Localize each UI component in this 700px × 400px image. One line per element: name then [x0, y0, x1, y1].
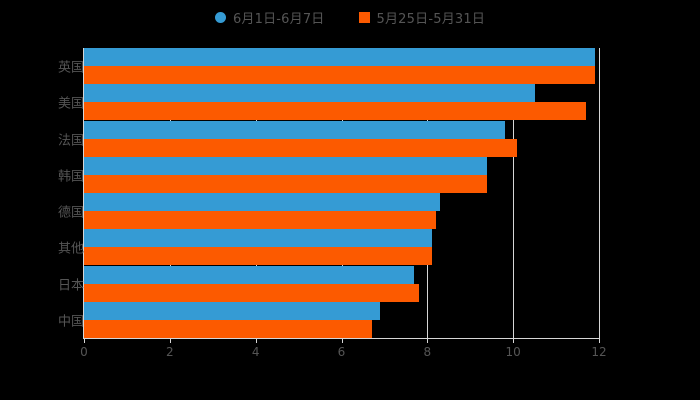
- x-axis-tick: [84, 338, 85, 343]
- legend-item-series-0[interactable]: 6月1日-6月7日: [214, 8, 325, 27]
- legend-square-marker-icon: [358, 12, 370, 23]
- x-axis-tick: [513, 338, 515, 343]
- bar-0-3[interactable]: [84, 156, 488, 175]
- gridline: [169, 48, 171, 338]
- y-axis-category-label: 中国: [57, 314, 84, 330]
- legend-circle-marker-icon: [214, 12, 226, 23]
- x-axis-line: [83, 338, 599, 339]
- x-axis-tick: [427, 338, 429, 343]
- x-axis-tick: [255, 338, 257, 343]
- y-axis-category-label: 法国: [57, 133, 84, 149]
- x-axis-tick-label: 2: [166, 345, 174, 359]
- gridline: [513, 48, 515, 338]
- y-axis-category-label: 韩国: [57, 169, 84, 185]
- x-axis-tick-label: 0: [80, 345, 88, 359]
- x-axis-tick: [341, 338, 343, 343]
- gridline: [427, 48, 429, 338]
- bar-1-4[interactable]: [84, 211, 436, 230]
- x-axis-tick-label: 4: [251, 345, 260, 359]
- bar-0-5[interactable]: [84, 229, 432, 248]
- gridline: [341, 48, 343, 338]
- legend-item-series-1[interactable]: 5月25日-5月31日: [358, 8, 486, 27]
- bar-0-4[interactable]: [84, 193, 441, 212]
- x-axis-tick-label: 10: [505, 345, 521, 359]
- bar-0-2[interactable]: [84, 120, 505, 139]
- y-axis-category-label: 日本: [57, 278, 84, 294]
- bar-0-1[interactable]: [84, 84, 535, 103]
- x-axis-tick-label: 12: [591, 345, 607, 359]
- x-axis-tick: [599, 338, 600, 343]
- bar-1-1[interactable]: [84, 102, 587, 121]
- bar-1-3[interactable]: [84, 174, 488, 193]
- y-axis-category-label: 其他: [57, 241, 84, 257]
- y-axis-category-label: 美国: [57, 96, 84, 112]
- bar-0-7[interactable]: [84, 301, 381, 320]
- gridline: [599, 48, 600, 338]
- bar-1-0[interactable]: [84, 66, 595, 85]
- x-axis-tick-label: 8: [423, 345, 432, 359]
- x-axis-tick-label: 6: [337, 345, 346, 359]
- bar-1-5[interactable]: [84, 247, 432, 266]
- y-axis-line: [83, 48, 84, 338]
- y-axis-category-label: 英国: [57, 60, 84, 76]
- plot-area: 0 2 4 6 8 10 12: [80, 48, 607, 359]
- bar-0-0[interactable]: [84, 48, 595, 67]
- x-axis-tick: [169, 338, 171, 343]
- bar-1-6[interactable]: [84, 283, 419, 302]
- bar-1-7[interactable]: [84, 319, 372, 338]
- legend-label-series-0: 6月1日-6月7日: [232, 12, 325, 27]
- y-axis-category-label: 德国: [57, 205, 84, 221]
- bar-1-2[interactable]: [84, 138, 518, 157]
- gridline: [255, 48, 257, 338]
- chart-legend: 6月1日-6月7日 5月25日-5月31日: [0, 8, 700, 27]
- legend-label-series-1: 5月25日-5月31日: [376, 12, 486, 27]
- bar-0-6[interactable]: [84, 265, 415, 284]
